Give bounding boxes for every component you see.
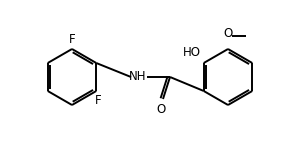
- Text: O: O: [223, 27, 233, 40]
- Text: O: O: [156, 103, 166, 116]
- Text: F: F: [95, 94, 102, 107]
- Text: HO: HO: [183, 46, 201, 59]
- Text: F: F: [69, 33, 75, 46]
- Text: NH: NH: [129, 71, 147, 84]
